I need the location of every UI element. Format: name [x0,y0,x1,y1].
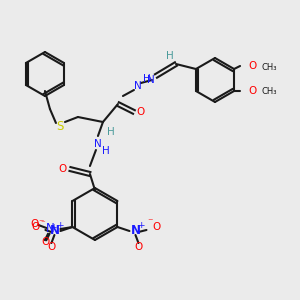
Text: O: O [248,86,256,96]
Text: ⁻: ⁻ [148,217,153,227]
Text: H: H [143,74,151,84]
Text: N: N [134,81,142,91]
Text: O: O [152,222,160,232]
Text: +: + [56,221,63,230]
Text: N: N [50,224,59,238]
Text: H: H [102,146,110,156]
Text: H: H [166,51,174,61]
Text: O: O [59,164,67,174]
Text: ⁻: ⁻ [40,220,45,229]
Text: N: N [147,75,155,85]
Text: N: N [94,139,102,149]
Text: N: N [46,223,55,236]
Text: +: + [137,221,144,230]
Text: CH₃: CH₃ [261,62,277,71]
Text: S: S [56,121,64,134]
Text: O: O [248,61,256,71]
Text: N: N [130,224,140,238]
Text: O: O [137,107,145,117]
Text: O: O [30,219,39,229]
Text: O: O [134,242,142,252]
Text: H: H [107,127,115,137]
Text: CH₃: CH₃ [261,88,277,97]
Text: O: O [41,237,50,247]
Text: +: + [50,223,57,232]
Text: ⁻: ⁻ [39,218,44,228]
Text: O: O [31,222,40,232]
Text: O: O [47,242,56,252]
